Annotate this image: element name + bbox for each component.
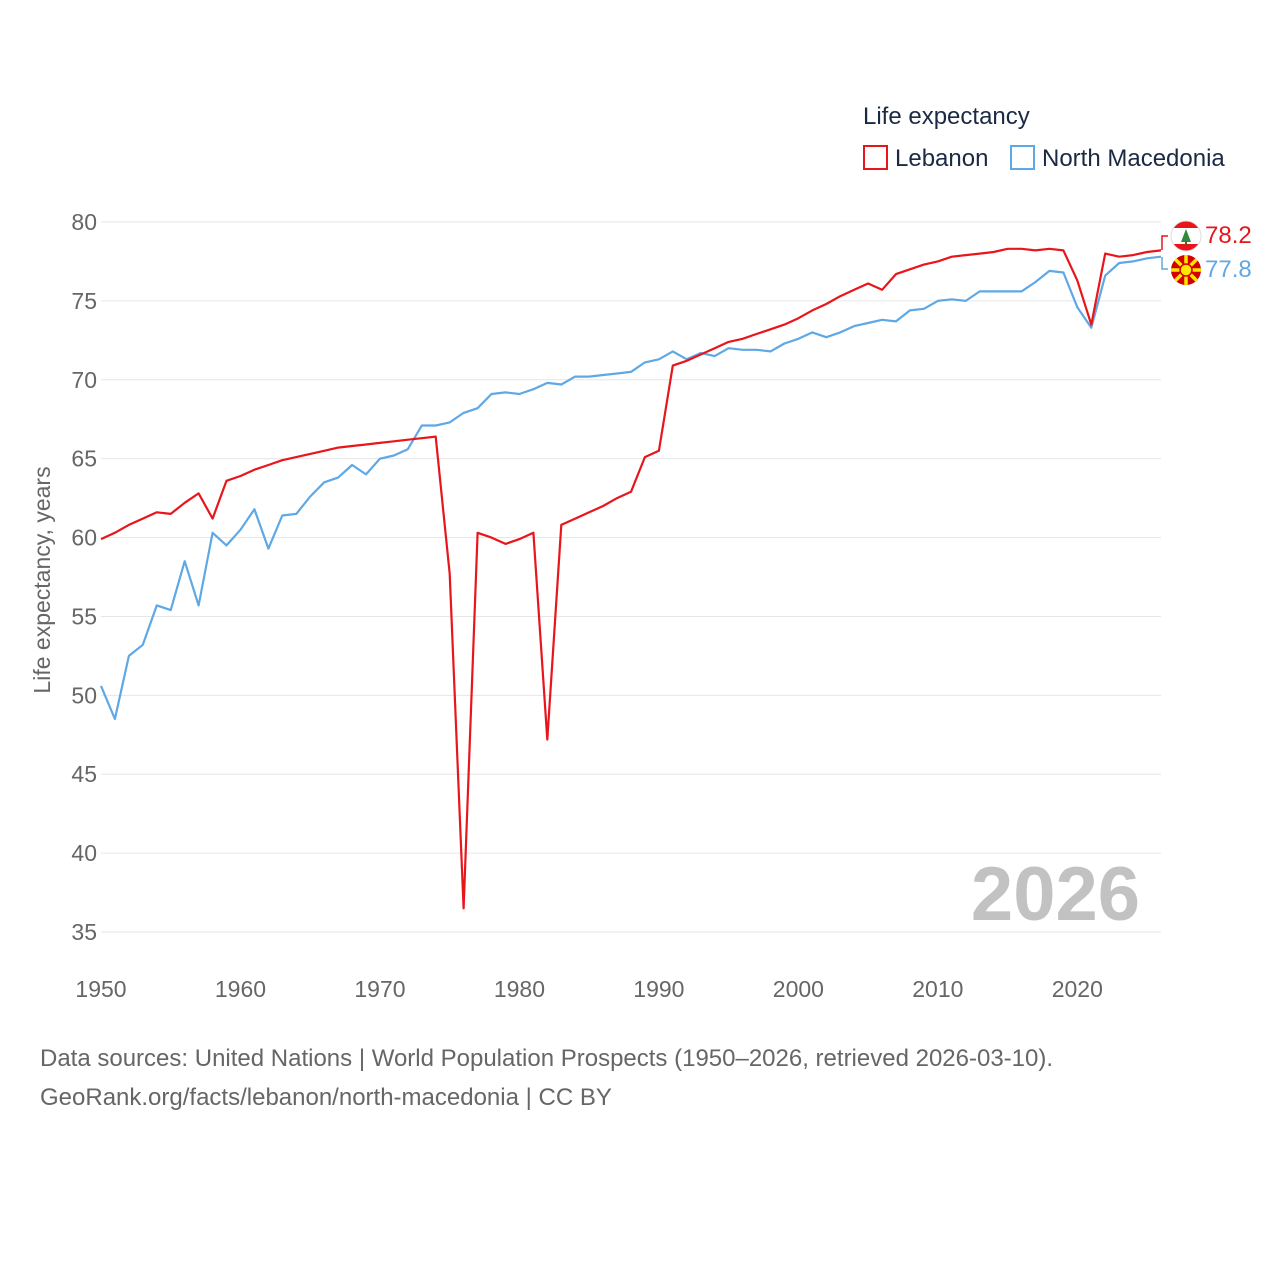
legend-title: Life expectancy <box>863 103 1030 130</box>
legend-label-lebanon: Lebanon <box>895 145 988 172</box>
x-axis-ticks: 1950 1960 1970 1980 1990 2000 2010 2020 <box>75 976 1102 1002</box>
end-label-lebanon: 78.2 <box>1205 222 1252 249</box>
y-tick-label-65: 65 <box>71 446 97 472</box>
series-line-north-macedonia <box>99 255 1162 721</box>
connector-north-macedonia <box>1161 257 1168 270</box>
footer-attribution: GeoRank.org/facts/lebanon/north-macedoni… <box>40 1084 612 1111</box>
legend: Life expectancy Lebanon North Macedonia <box>863 103 1225 172</box>
grid-lines <box>101 221 1161 933</box>
y-tick-label-80: 80 <box>71 209 97 235</box>
legend-item-north-macedonia[interactable]: North Macedonia <box>1010 145 1225 172</box>
y-tick-label-35: 35 <box>71 919 97 945</box>
x-tick-label-1960: 1960 <box>215 976 266 1002</box>
y-tick-label-40: 40 <box>71 840 97 866</box>
y-axis-ticks: 35 40 45 50 55 60 65 70 75 80 <box>71 209 97 945</box>
series-line-lebanon <box>100 247 1162 910</box>
x-tick-label-2010: 2010 <box>912 976 963 1002</box>
legend-item-lebanon[interactable]: Lebanon <box>863 145 988 172</box>
x-tick-label-1970: 1970 <box>354 976 405 1002</box>
y-tick-label-60: 60 <box>71 525 97 551</box>
y-tick-label-50: 50 <box>71 682 97 708</box>
end-labels: 78.2 77.8 <box>1161 220 1252 285</box>
x-tick-label-2000: 2000 <box>773 976 824 1002</box>
x-tick-label-1950: 1950 <box>75 976 126 1002</box>
y-tick-label-75: 75 <box>71 288 97 314</box>
x-tick-label-1990: 1990 <box>633 976 684 1002</box>
y-tick-label-55: 55 <box>71 603 97 629</box>
y-axis-label: Life expectancy, years <box>29 466 55 693</box>
legend-swatch-lebanon <box>863 145 888 170</box>
north-macedonia-flag-icon <box>1171 255 1201 285</box>
end-label-north-macedonia: 77.8 <box>1205 256 1252 283</box>
connector-lebanon <box>1161 235 1168 250</box>
x-tick-label-1980: 1980 <box>494 976 545 1002</box>
legend-label-north-macedonia: North Macedonia <box>1042 145 1225 172</box>
data-points <box>100 248 1162 909</box>
year-watermark: 2026 <box>971 852 1140 937</box>
lebanon-flag-icon <box>1170 220 1202 252</box>
y-tick-label-70: 70 <box>71 367 97 393</box>
footer-sources: Data sources: United Nations | World Pop… <box>40 1045 1054 1072</box>
y-tick-label-45: 45 <box>71 761 97 787</box>
legend-swatch-north-macedonia <box>1010 145 1035 170</box>
x-tick-label-2020: 2020 <box>1052 976 1103 1002</box>
